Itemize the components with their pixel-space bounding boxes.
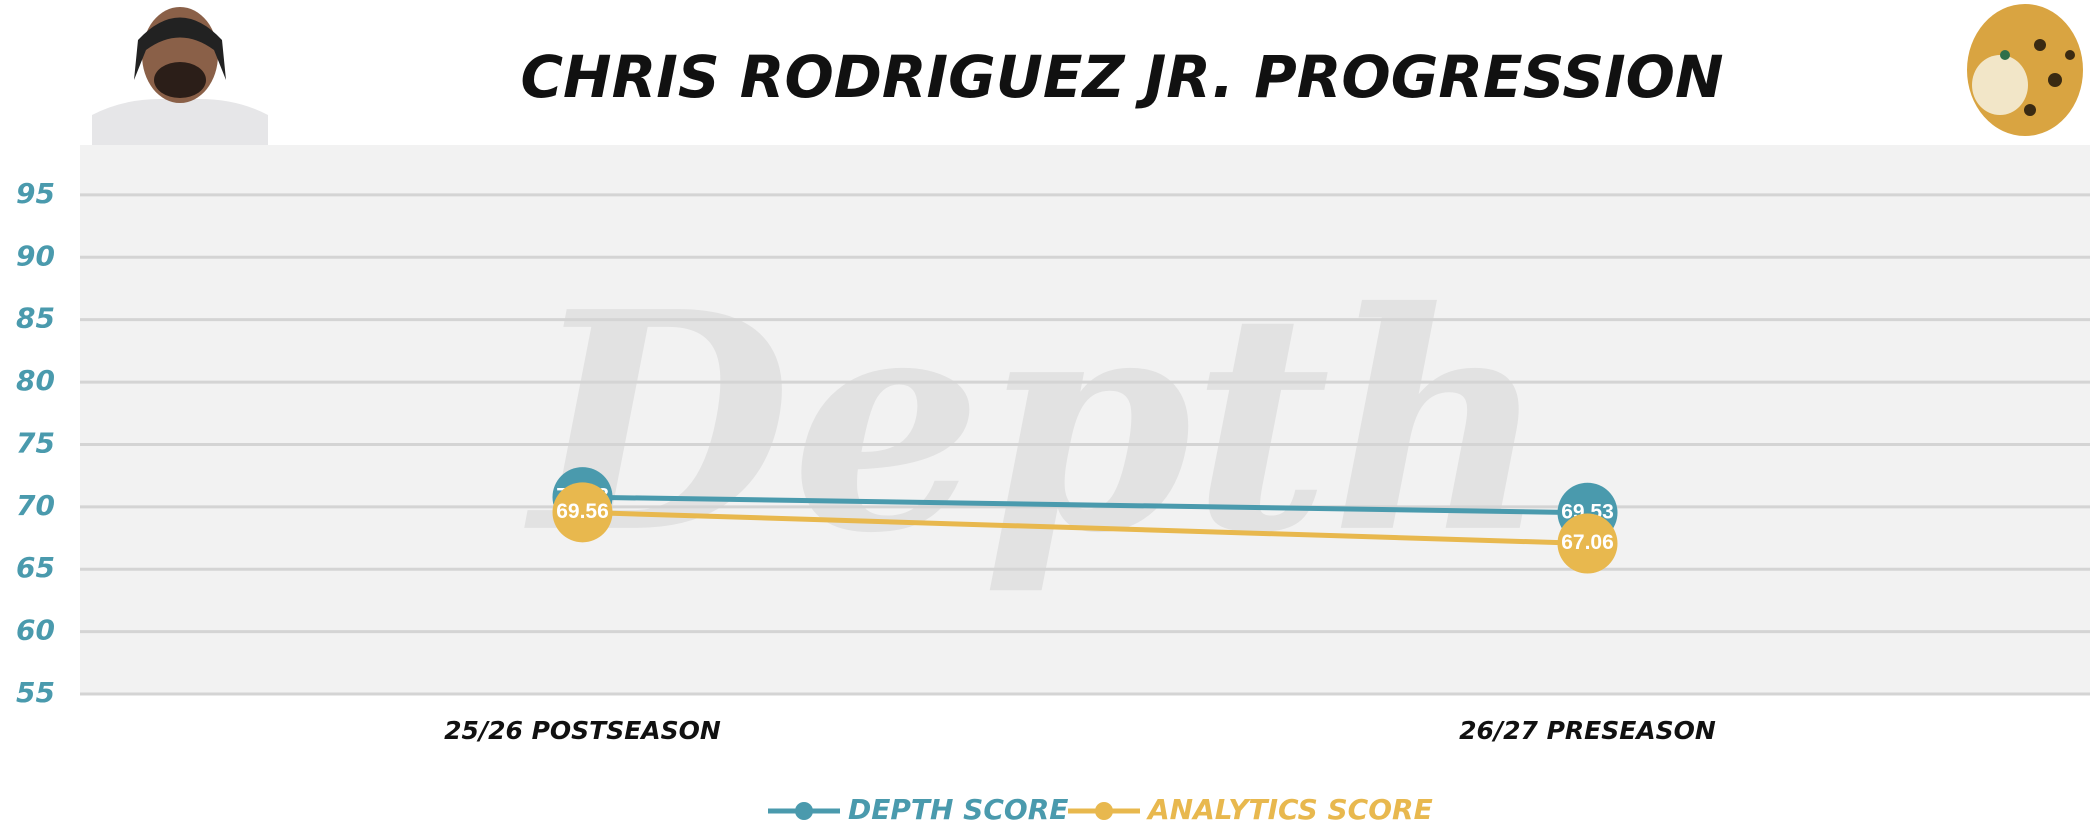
point (1557, 513, 1618, 574)
watermark: Depth (522, 246, 1549, 599)
legend-label: ANALYTICS SCORE (1146, 793, 1433, 826)
y-tick-label: 60 (16, 614, 55, 647)
legend-marker (1095, 802, 1113, 820)
team-logo (1967, 4, 2083, 136)
legend-label: DEPTH SCORE (848, 793, 1068, 826)
player-photo (92, 0, 268, 145)
y-tick-label: 90 (16, 239, 55, 272)
y-tick-label: 55 (16, 676, 55, 709)
series-line (582, 509, 1588, 547)
y-tick-label: 65 (16, 551, 55, 584)
x-tick-label: 25/26 POSTSEASON (444, 716, 721, 745)
y-tick-label: 85 (16, 302, 55, 335)
legend-marker (795, 802, 813, 820)
y-tick-label: 80 (16, 364, 55, 397)
x-tick-label: 26/27 PRESEASON (1459, 716, 1716, 745)
chart-title: CHRIS RODRIGUEZ JR. PROGRESSION (520, 43, 1723, 111)
y-tick-label: 75 (16, 426, 55, 459)
series-line (582, 494, 1588, 516)
value-label: 67.06 (1561, 531, 1614, 554)
y-tick-label: 95 (16, 177, 55, 210)
point (552, 482, 613, 543)
y-tick-label: 70 (16, 489, 55, 522)
plot-area (80, 145, 2090, 694)
value-label: 69.56 (556, 500, 609, 523)
